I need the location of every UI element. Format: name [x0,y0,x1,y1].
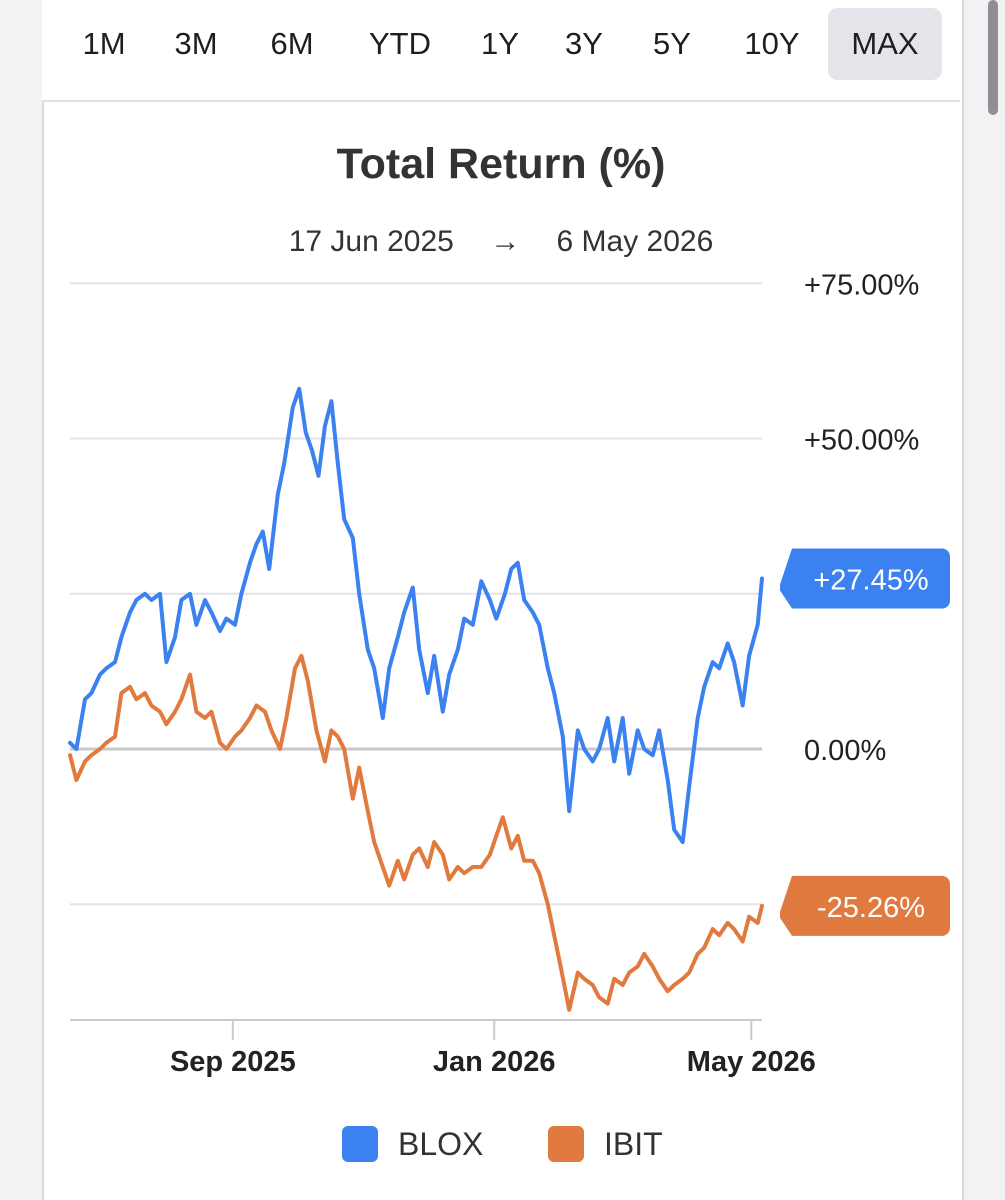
end-label-badge-blox [780,548,950,609]
x-tick-label: May 2026 [687,1046,816,1078]
range-button-max[interactable]: MAX [828,8,942,80]
legend-label-blox: BLOX [398,1125,484,1162]
range-button-10y[interactable]: 10Y [744,26,800,61]
range-button-3y[interactable]: 3Y [565,26,603,61]
end-date: 6 May 2026 [556,225,714,258]
legend-swatch-ibit [548,1126,584,1162]
date-range: 17 Jun 2025 → 6 May 2026 [42,225,960,259]
y-tick-label: +75.00% [804,269,919,301]
chart-title: Total Return (%) [336,140,666,188]
end-label-ibit: -25.26% [817,892,925,924]
range-button-3m[interactable]: 3M [174,26,218,61]
range-button-5y[interactable]: 5Y [653,26,691,61]
legend-label-ibit: IBIT [604,1125,663,1162]
y-tick-label: +50.00% [804,425,919,457]
x-tick-label: Jan 2026 [433,1046,556,1078]
scrollbar-thumb[interactable] [988,0,998,115]
start-date: 17 Jun 2025 [288,225,454,258]
end-label-blox: +27.45% [813,565,928,597]
series-line-ibit [68,653,764,1012]
range-button-1y[interactable]: 1Y [481,26,519,61]
range-button-1m[interactable]: 1M [82,26,126,61]
legend-swatch-blox [342,1126,378,1162]
range-button-ytd[interactable]: YTD [369,26,431,61]
y-tick-label: 0.00% [804,735,886,767]
series-line-blox [68,386,764,845]
legend-item-blox[interactable]: BLOX [342,1122,483,1166]
end-label-badge-ibit [780,875,950,936]
arrow-right-icon: → [490,225,521,258]
x-tick-label: Sep 2025 [170,1046,296,1078]
legend-item-ibit[interactable]: IBIT [548,1122,663,1166]
range-button-6m[interactable]: 6M [270,26,314,61]
range-selector: 1M 3M 6M YTD 1Y 3Y 5Y 10Y MAX [42,0,960,102]
